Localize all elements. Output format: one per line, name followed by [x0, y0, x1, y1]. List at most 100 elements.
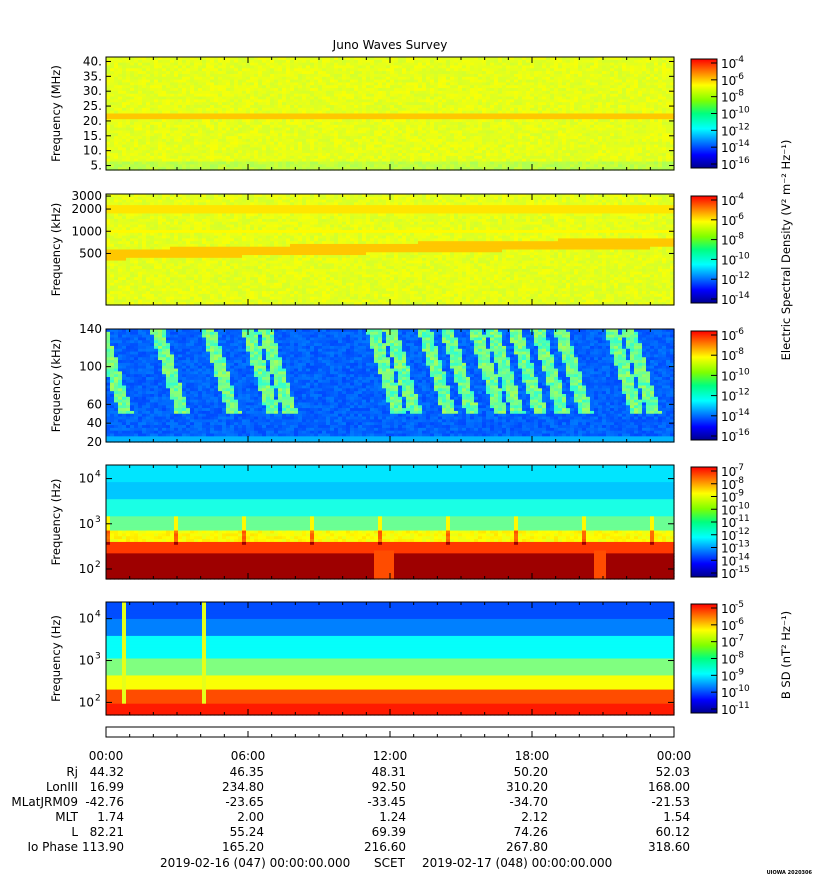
spectrogram-panels: 40.35.30.25.20.15.10.5.Frequency (MHz)30… [49, 54, 675, 715]
colorbar-tick-exp-cb2: -4 [735, 192, 744, 202]
ephemeris-value: 82.21 [90, 825, 124, 839]
ytick-p1: 30. [83, 84, 102, 98]
ylabel-p3: Frequency (kHz) [49, 339, 63, 432]
time-axis: 00:00 06:00 12:00 18:00 00:00 [89, 727, 692, 763]
ephemeris-value: 48.31 [372, 765, 406, 779]
colorbar-tick-cb5: 10 [721, 602, 736, 616]
colorbar-tick-cb3: 10 [721, 410, 736, 424]
colorbar-tick-cb2: 10 [721, 194, 736, 208]
time-label: 12:00 [373, 749, 408, 763]
time-label: 00:00 [657, 749, 692, 763]
ytick-p1: 25. [83, 99, 102, 113]
colorbar-tick-exp-cb4: -14 [735, 552, 750, 562]
spectrogram-p5 [106, 602, 675, 716]
ytick-p3: 20 [87, 435, 102, 449]
ytick-p5: 10 [79, 695, 94, 709]
ytick-p3: 40 [87, 416, 102, 430]
colorbar-tick-cb5: 10 [721, 669, 736, 683]
ephemeris-value: -23.65 [225, 795, 264, 809]
ephemeris-value: 46.35 [230, 765, 264, 779]
ytick-p2: 1000 [71, 224, 102, 238]
ytick-p1: 10. [83, 144, 102, 158]
time-label: 06:00 [231, 749, 266, 763]
colorbar-tick-exp-cb3: -12 [735, 388, 750, 398]
ytick-p1: 20. [83, 114, 102, 128]
panel-p1: 40.35.30.25.20.15.10.5.Frequency (MHz) [49, 54, 675, 172]
colorbar-tick-exp-cb5: -11 [735, 701, 750, 711]
ephemeris-value: 16.99 [90, 780, 124, 794]
ylabel-p5: Frequency (Hz) [49, 615, 63, 702]
colorbar-tick-exp-cb4: -12 [735, 527, 750, 537]
ylabel-p4: Frequency (Hz) [49, 479, 63, 566]
ytick-p4: 10 [79, 517, 94, 531]
ephemeris-row-label: MLatJRM09 [11, 795, 78, 809]
ytick-p4: 10 [79, 472, 94, 486]
colorbar-tick-cb1: 10 [721, 141, 736, 155]
colorbar-tick-cb2: 10 [721, 253, 736, 267]
colorbar-tick-exp-cb1: -8 [735, 89, 744, 99]
footer-scet: SCET [374, 856, 406, 870]
colorbar-tick-cb5: 10 [721, 653, 736, 667]
colorbar-label-electric: Electric Spectral Density (V² m⁻² Hz⁻¹) [779, 140, 793, 361]
colorbar-tick-exp-cb1: -10 [735, 106, 750, 116]
colorbar-tick-exp-cb5: -7 [735, 634, 744, 644]
colorbar-tick-exp-cb4: -8 [735, 476, 744, 486]
colorbar-tick-exp-cb4: -10 [735, 501, 750, 511]
spectrogram-p3 [106, 329, 675, 443]
colorbar-tick-exp-cb1: -6 [735, 72, 744, 82]
ytick-p3: 60 [87, 397, 102, 411]
ephemeris-value: 168.00 [648, 780, 690, 794]
colorbar-tick-cb1: 10 [721, 57, 736, 71]
ephemeris-value: 2.00 [237, 810, 264, 824]
colorbar-tick-cb4: 10 [721, 567, 736, 581]
colorbar-tick-exp-cb5: -10 [735, 684, 750, 694]
ephemeris-value: -34.70 [509, 795, 548, 809]
colorbar-tick-cb1: 10 [721, 124, 736, 138]
ephemeris-row-label: Rj [66, 765, 78, 779]
ytick-exp-p4: 4 [95, 470, 101, 480]
colorbar-tick-exp-cb1: -16 [735, 156, 750, 166]
colorbar-tick-exp-cb4: -7 [735, 463, 744, 473]
ytick-exp-p4: 3 [95, 515, 101, 525]
ephemeris-value: 113.90 [82, 840, 124, 854]
colorbar-tick-exp-cb1: -14 [735, 139, 750, 149]
chart-title: Juno Waves Survey [332, 38, 448, 52]
ylabel-p2: Frequency (kHz) [49, 203, 63, 296]
ytick-p3: 100 [79, 360, 102, 374]
ephemeris-value: 2.12 [521, 810, 548, 824]
colorbar-tick-exp-cb4: -15 [735, 565, 750, 575]
ytick-exp-p5: 3 [95, 652, 101, 662]
ytick-p2: 3000 [71, 189, 102, 203]
ylabel-p1: Frequency (MHz) [49, 65, 63, 162]
ephemeris-value: 60.12 [656, 825, 690, 839]
ephemeris-value: 92.50 [372, 780, 406, 794]
spectrogram-p4 [106, 465, 675, 580]
spectrogram-p2 [106, 194, 675, 306]
ephemeris-value: 69.39 [372, 825, 406, 839]
colorbar-tick-cb3: 10 [721, 430, 736, 444]
ephemeris-value: -42.76 [85, 795, 124, 809]
colorbar-tick-exp-cb5: -5 [735, 600, 744, 610]
colorbar-tick-exp-cb5: -6 [735, 617, 744, 627]
colorbar-tick-cb2: 10 [721, 234, 736, 248]
colorbar-tick-exp-cb3: -14 [735, 408, 750, 418]
ephemeris-value: -33.45 [367, 795, 406, 809]
ephemeris-value: 55.24 [230, 825, 264, 839]
ytick-p1: 15. [83, 129, 102, 143]
ephemeris-row-label: LonIII [46, 780, 78, 794]
ytick-p1: 40. [83, 54, 102, 68]
colorbar-tick-cb1: 10 [721, 158, 736, 172]
ytick-p1: 5. [91, 159, 102, 173]
colorbar-tick-exp-cb1: -12 [735, 122, 750, 132]
ephemeris-value: 1.74 [97, 810, 124, 824]
ephemeris-value: 216.60 [364, 840, 406, 854]
colorbar-tick-cb3: 10 [721, 329, 736, 343]
colorbar-cb4: 10-710-810-910-1010-1110-1210-1310-1410-… [691, 463, 750, 581]
colorbar-tick-exp-cb2: -8 [735, 232, 744, 242]
ytick-exp-p5: 2 [95, 693, 101, 703]
